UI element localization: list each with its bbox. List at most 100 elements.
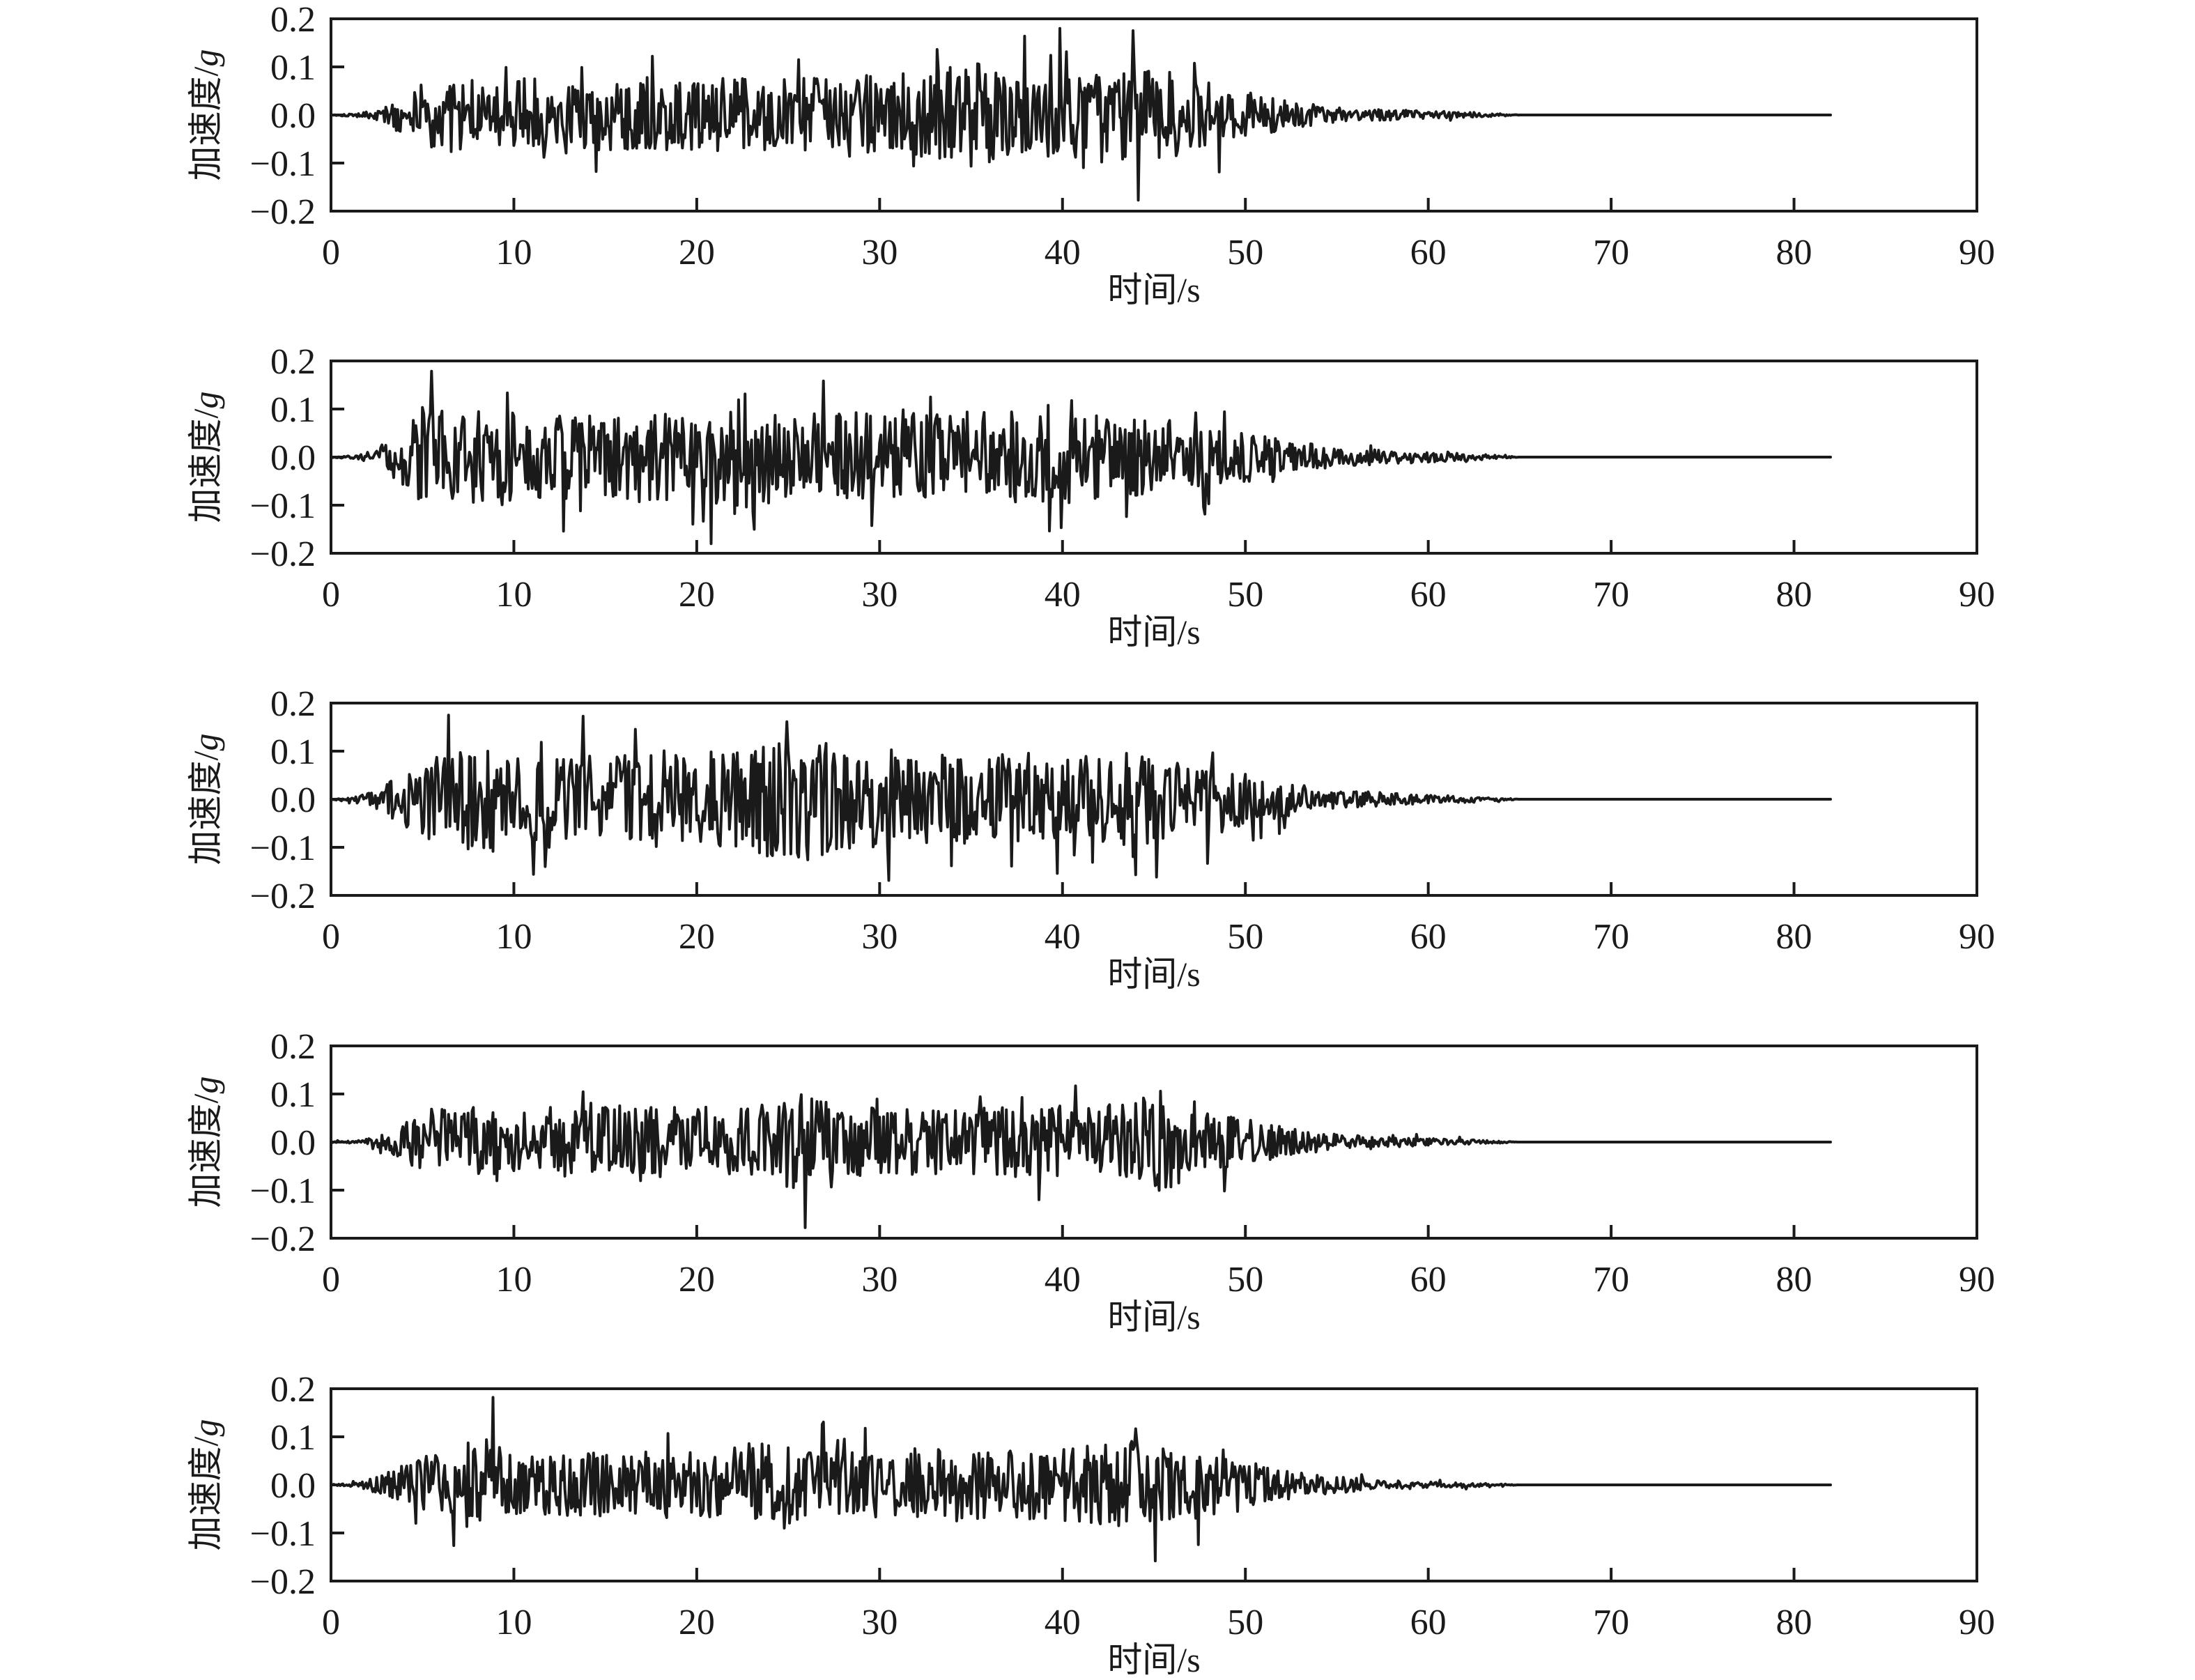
x-tick-label: 90	[1959, 1260, 1995, 1300]
x-axis-title: 时间/s	[1107, 612, 1200, 652]
y-axis-title-text: 加速度/	[186, 1093, 225, 1208]
y-tick-label: −0.2	[250, 1562, 316, 1602]
y-tick-label: 0.1	[270, 1418, 316, 1458]
x-tick-label: 10	[495, 917, 532, 957]
x-tick-label: 20	[679, 1603, 715, 1642]
y-axis-title-unit: g	[186, 1419, 225, 1437]
y-tick-label: 0.0	[270, 1123, 316, 1163]
y-tick-label: 0.1	[270, 390, 316, 430]
y-tick-label: −0.1	[250, 1514, 316, 1554]
x-axis-title: 时间/s	[1107, 1640, 1200, 1679]
x-tick-label: 70	[1593, 1260, 1629, 1300]
x-tick-label: 80	[1776, 917, 1812, 957]
x-tick-label: 40	[1045, 917, 1081, 957]
x-tick-label: 70	[1593, 233, 1629, 272]
y-tick-label: −0.1	[250, 486, 316, 526]
x-tick-label: 30	[861, 1603, 898, 1642]
y-tick-label: −0.1	[250, 829, 316, 868]
y-tick-label: 0.0	[270, 96, 316, 136]
x-tick-label: 40	[1045, 1260, 1081, 1300]
y-tick-label: 0.2	[270, 684, 316, 724]
y-axis-title: 加速度/g	[186, 49, 225, 181]
x-tick-label: 90	[1959, 917, 1995, 957]
x-tick-label: 60	[1410, 233, 1447, 272]
subplot-5: 0 10 20 30 40 50 60 70 80 90 0.2 0.1 0.0 −0.1 −0.2 时间/s…	[186, 1370, 1995, 1679]
y-axis-title: 加速度/g	[186, 392, 225, 523]
x-tick-label: 90	[1959, 575, 1995, 615]
x-tick-label: 60	[1410, 575, 1447, 615]
x-tick-label: 80	[1776, 1603, 1812, 1642]
y-tick-label: −0.2	[250, 534, 316, 574]
x-tick-label: 0	[322, 917, 340, 957]
waveform-trace	[330, 714, 1832, 882]
y-tick-label: 0.2	[270, 1370, 316, 1410]
y-tick-label: 0.0	[270, 780, 316, 820]
x-tick-label: 0	[322, 233, 340, 272]
x-tick-label: 70	[1593, 917, 1629, 957]
x-tick-label: 40	[1045, 233, 1081, 272]
x-tick-label: 10	[495, 575, 532, 615]
y-axis-title-unit: g	[186, 1077, 225, 1094]
x-tick-label: 50	[1227, 575, 1263, 615]
x-tick-label: 30	[861, 1260, 898, 1300]
subplot-3: 0 10 20 30 40 50 60 70 80 90 0.2 0.1 0.0 −0.1 −0.2 时间/s…	[186, 684, 1995, 994]
y-axis-title-unit: g	[186, 49, 225, 67]
waveform-trace	[330, 369, 1832, 546]
x-tick-label: 50	[1227, 917, 1263, 957]
x-tick-label: 50	[1227, 233, 1263, 272]
y-axis-title-text: 加速度/	[186, 1436, 225, 1550]
x-axis-title: 时间/s	[1107, 270, 1200, 309]
y-tick-label: −0.2	[250, 1219, 316, 1259]
subplot-2: 0 10 20 30 40 50 60 70 80 90 0.2 0.1 0.0 −0.1 −0.2 时间/s…	[186, 342, 1995, 652]
x-tick-label: 40	[1045, 575, 1081, 615]
y-axis-title-unit: g	[186, 392, 225, 409]
x-axis-title: 时间/s	[1107, 1297, 1200, 1336]
plot-border	[330, 1387, 1978, 1582]
x-tick-label: 80	[1776, 233, 1812, 272]
waveform-trace	[330, 26, 1832, 202]
plot-border	[330, 360, 1978, 555]
x-tick-label: 10	[495, 1603, 532, 1642]
y-axis-title-text: 加速度/	[186, 66, 225, 180]
subplot-1: 0 10 20 30 40 50 60 70 80 90 0.2 0.1 0.0 −0.1 −0.2 时间/s…	[186, 0, 1995, 309]
x-tick-label: 30	[861, 233, 898, 272]
y-tick-label: −0.1	[250, 1171, 316, 1211]
y-tick-label: −0.2	[250, 877, 316, 916]
y-tick-label: 0.0	[270, 438, 316, 478]
x-tick-label: 20	[679, 917, 715, 957]
x-tick-label: 0	[322, 575, 340, 615]
y-tick-label: 0.1	[270, 48, 316, 88]
x-tick-label: 70	[1593, 1603, 1629, 1642]
y-axis-title: 加速度/g	[186, 1077, 225, 1208]
y-tick-label: 0.1	[270, 1075, 316, 1115]
x-axis-title: 时间/s	[1107, 955, 1200, 994]
y-axis-title-text: 加速度/	[186, 408, 225, 523]
x-tick-label: 10	[495, 233, 532, 272]
y-tick-label: 0.2	[270, 1027, 316, 1067]
x-tick-label: 80	[1776, 575, 1812, 615]
x-tick-label: 80	[1776, 1260, 1812, 1300]
x-tick-label: 70	[1593, 575, 1629, 615]
y-tick-label: 0.2	[270, 342, 316, 382]
waveform-trace	[330, 1084, 1832, 1229]
y-tick-label: −0.1	[250, 144, 316, 184]
x-tick-label: 60	[1410, 1260, 1447, 1300]
x-tick-label: 0	[322, 1260, 340, 1300]
y-axis-title-text: 加速度/	[186, 750, 225, 865]
plot-border	[330, 702, 1978, 897]
x-tick-label: 30	[861, 575, 898, 615]
y-tick-label: 0.0	[270, 1466, 316, 1506]
y-axis-title: 加速度/g	[186, 1419, 225, 1551]
x-tick-label: 40	[1045, 1603, 1081, 1642]
waveform-trace	[330, 1396, 1832, 1563]
plot-border	[330, 1045, 1978, 1240]
y-axis-title-unit: g	[186, 734, 225, 751]
x-tick-label: 90	[1959, 1603, 1995, 1642]
x-tick-label: 20	[679, 575, 715, 615]
y-tick-label: 0.2	[270, 0, 316, 40]
x-tick-label: 20	[679, 1260, 715, 1300]
x-tick-label: 60	[1410, 917, 1447, 957]
